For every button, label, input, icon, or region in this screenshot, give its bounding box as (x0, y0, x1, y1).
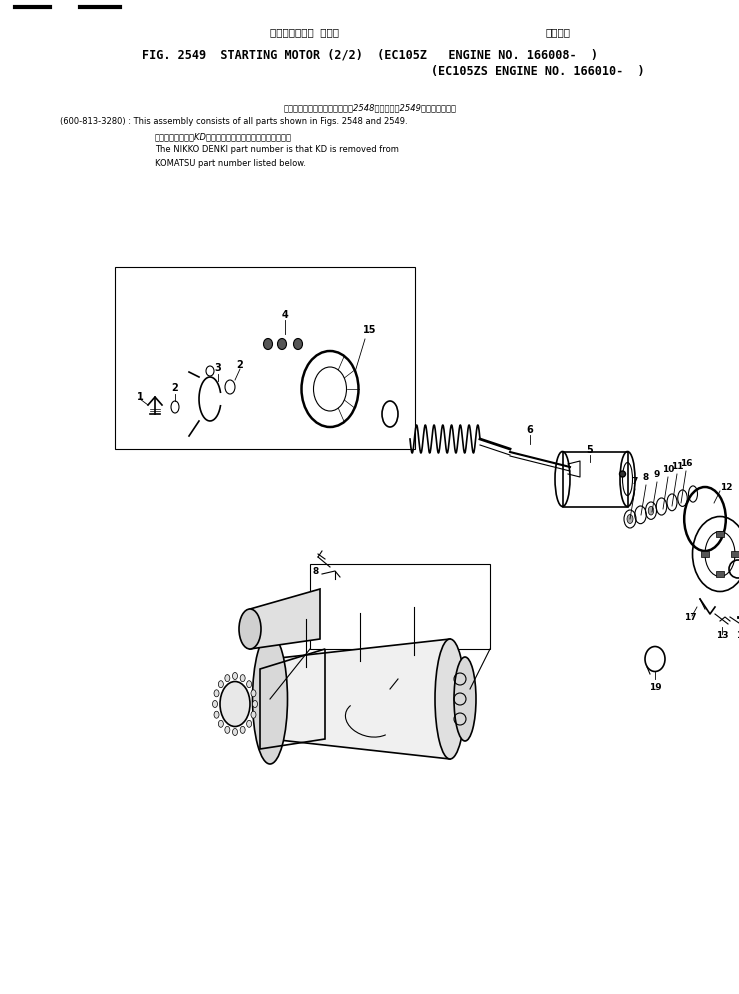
Ellipse shape (233, 673, 237, 680)
Text: 14: 14 (736, 630, 739, 639)
Ellipse shape (240, 675, 245, 682)
Text: このアセンブリの構成部品は第2548図および第2549図を含みます。: このアセンブリの構成部品は第2548図および第2549図を含みます。 (284, 103, 457, 112)
Text: 2: 2 (171, 383, 178, 393)
Text: スターティング  モータ: スターティング モータ (270, 27, 339, 37)
Text: KOMATSU part number listed below.: KOMATSU part number listed below. (155, 158, 306, 167)
Ellipse shape (247, 721, 252, 728)
Text: 通用号機: 通用号機 (545, 27, 570, 37)
Ellipse shape (251, 690, 256, 697)
Text: 4: 4 (282, 310, 288, 320)
Ellipse shape (435, 639, 465, 759)
Text: 12: 12 (720, 483, 732, 492)
Ellipse shape (225, 727, 230, 734)
Polygon shape (250, 589, 320, 649)
Ellipse shape (218, 681, 223, 688)
Ellipse shape (454, 657, 476, 742)
Ellipse shape (293, 339, 302, 350)
Text: 15: 15 (364, 325, 377, 335)
Text: 1: 1 (137, 392, 143, 402)
Ellipse shape (239, 609, 261, 649)
Ellipse shape (214, 690, 219, 697)
Text: 11: 11 (671, 461, 684, 470)
Ellipse shape (225, 675, 230, 682)
Ellipse shape (648, 507, 654, 516)
Text: 品番のメーカ記号KDを除いたものが日産電機の品番です。: 品番のメーカ記号KDを除いたものが日産電機の品番です。 (155, 132, 292, 141)
Bar (731, 552, 739, 558)
Text: 8: 8 (643, 472, 649, 481)
Ellipse shape (247, 681, 252, 688)
Text: 16: 16 (680, 458, 692, 467)
Bar (716, 572, 724, 578)
Ellipse shape (253, 634, 287, 764)
Polygon shape (270, 639, 450, 759)
Circle shape (619, 471, 625, 477)
Text: 8: 8 (313, 567, 319, 576)
Text: FIG. 2549  STARTING MOTOR (2/2)  (EC105Z   ENGINE NO. 166008-  ): FIG. 2549 STARTING MOTOR (2/2) (EC105Z E… (142, 49, 598, 62)
Text: 19: 19 (649, 683, 661, 692)
Text: (600-813-3280) : This assembly consists of all parts shown in Figs. 2548 and 254: (600-813-3280) : This assembly consists … (60, 117, 408, 126)
Text: 7: 7 (632, 476, 638, 485)
Text: 6: 6 (527, 424, 534, 434)
Ellipse shape (251, 712, 256, 719)
Text: (EC105ZS ENGINE NO. 166010-  ): (EC105ZS ENGINE NO. 166010- ) (95, 66, 644, 79)
Ellipse shape (627, 515, 633, 524)
Ellipse shape (220, 682, 250, 727)
Ellipse shape (240, 727, 245, 734)
Bar (562, 452, 627, 507)
Ellipse shape (264, 339, 273, 350)
Ellipse shape (214, 712, 219, 719)
Ellipse shape (233, 729, 237, 736)
Ellipse shape (213, 701, 217, 708)
Text: The NIKKO DENKI part number is that KD is removed from: The NIKKO DENKI part number is that KD i… (155, 145, 399, 154)
Text: 9: 9 (654, 469, 660, 478)
Bar (716, 532, 724, 538)
Text: 17: 17 (684, 612, 696, 621)
Text: 3: 3 (214, 363, 222, 373)
Ellipse shape (218, 721, 223, 728)
Bar (701, 552, 709, 558)
Text: 10: 10 (662, 464, 674, 473)
Ellipse shape (253, 701, 257, 708)
Text: 5: 5 (587, 444, 593, 454)
Text: 2: 2 (236, 360, 243, 370)
Ellipse shape (278, 339, 287, 350)
Text: 13: 13 (716, 630, 728, 639)
